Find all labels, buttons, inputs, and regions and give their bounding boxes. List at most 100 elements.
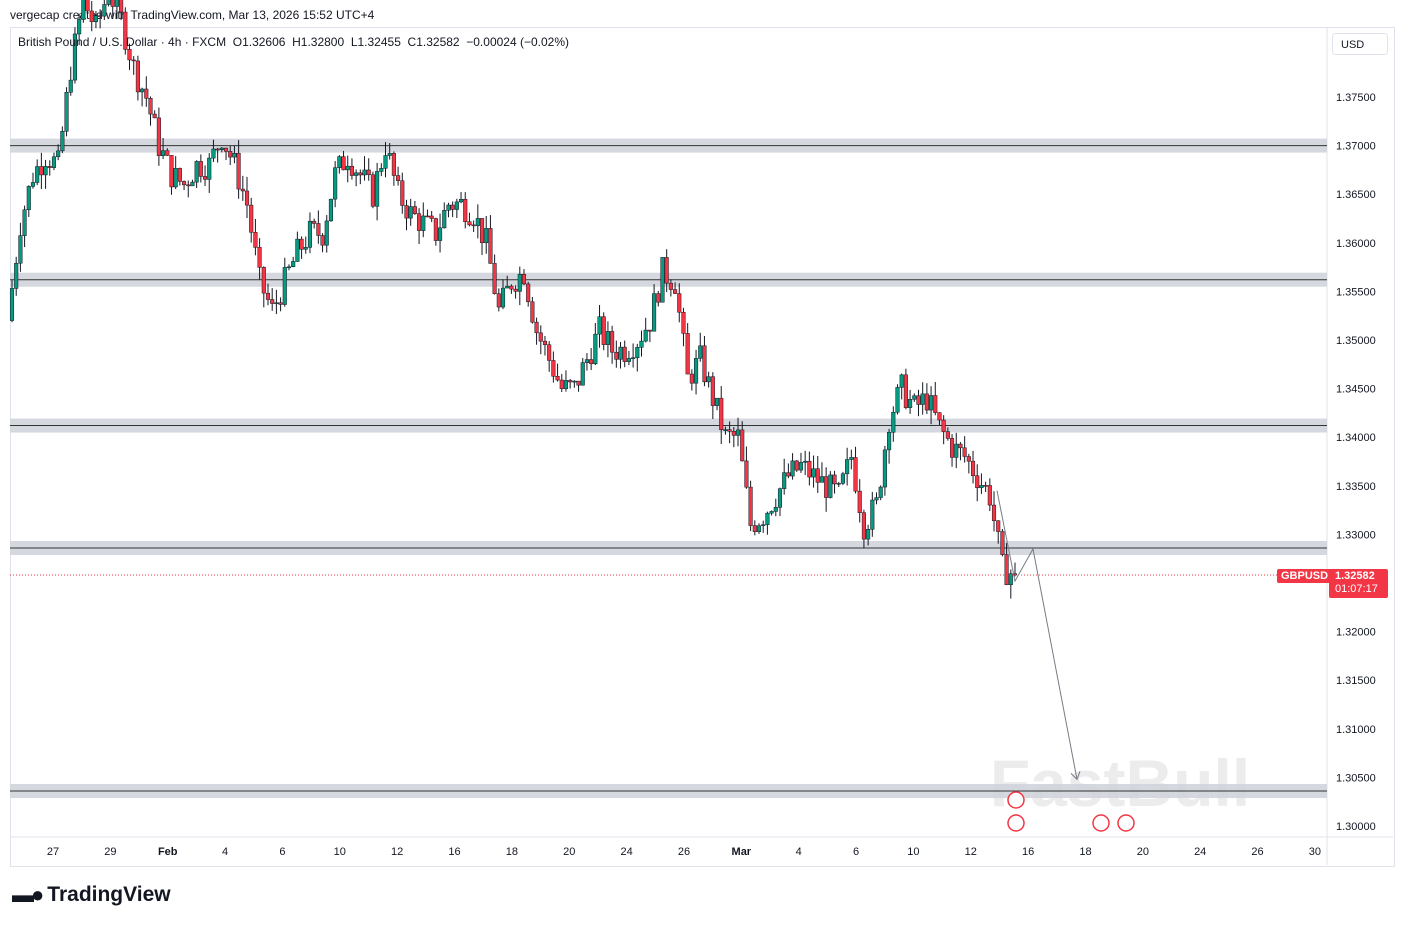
candle-body xyxy=(920,393,925,405)
candle-body xyxy=(253,232,258,248)
x-tick-label: Mar xyxy=(732,846,752,858)
y-tick-label: 1.36500 xyxy=(1336,189,1376,201)
x-tick-label: 12 xyxy=(965,846,977,858)
candle-body xyxy=(156,117,161,156)
candle-body xyxy=(144,88,149,99)
candle-body xyxy=(673,289,678,294)
economic-event-icon xyxy=(1007,791,1025,809)
candle-body xyxy=(996,520,1001,532)
chart-credit: vergecap created with TradingView.com, M… xyxy=(10,8,375,22)
tradingview-logo[interactable]: ▬● TradingView xyxy=(12,882,171,908)
ohlc-values: O1.32606 H1.32800 L1.32455 C1.32582 −0.0… xyxy=(232,35,569,49)
candle-body xyxy=(991,504,997,521)
candle-body xyxy=(223,147,229,152)
candle-body xyxy=(589,359,594,365)
candle-body xyxy=(93,15,98,23)
candle-body xyxy=(471,224,476,227)
candle-body xyxy=(853,457,858,492)
candle-body xyxy=(970,460,976,476)
x-tick-label: 10 xyxy=(907,846,919,858)
candle-body xyxy=(68,79,73,93)
candle-body xyxy=(756,525,762,532)
candle-body xyxy=(186,184,191,187)
projection-path xyxy=(996,490,1078,780)
candle-body xyxy=(773,507,778,512)
candle-body xyxy=(555,376,560,381)
candle-body xyxy=(786,472,791,477)
x-tick-label: 10 xyxy=(334,846,346,858)
x-tick-label: 26 xyxy=(1251,846,1263,858)
y-tick-label: 1.34000 xyxy=(1336,432,1376,444)
y-tick-label: 1.33500 xyxy=(1336,481,1376,493)
candle-body xyxy=(114,0,119,7)
candle-body xyxy=(979,485,984,489)
candle-body xyxy=(966,456,971,462)
candle-body xyxy=(18,235,23,264)
x-tick-label: 27 xyxy=(47,846,59,858)
economic-event-icon xyxy=(1007,814,1025,832)
candle-body xyxy=(542,340,548,345)
candle-body xyxy=(299,238,304,250)
candle-body xyxy=(748,486,753,526)
candle-body xyxy=(72,33,77,81)
candle-body xyxy=(265,292,271,300)
candle-body xyxy=(26,186,31,211)
candle-body xyxy=(706,376,711,383)
candle-body xyxy=(446,204,451,211)
x-tick-label: 30 xyxy=(1309,846,1321,858)
candle-body xyxy=(652,293,657,332)
candle-body xyxy=(102,4,107,17)
currency-selector[interactable]: USD xyxy=(1332,33,1388,55)
candle-body xyxy=(811,468,816,478)
y-tick-label: 1.37000 xyxy=(1336,141,1376,153)
candle-body xyxy=(484,228,489,244)
candle-body xyxy=(698,345,703,359)
economic-event-icon xyxy=(1092,814,1110,832)
candle-body xyxy=(945,431,950,439)
candle-body xyxy=(22,209,27,236)
candle-body xyxy=(383,155,388,169)
candle-body xyxy=(887,431,892,451)
candle-body xyxy=(429,215,434,219)
candle-body xyxy=(903,374,908,408)
y-tick-label: 1.30500 xyxy=(1336,772,1376,784)
candle-body xyxy=(735,429,741,436)
candle-body xyxy=(505,285,510,289)
symbol-name[interactable]: British Pound / U.S. Dollar · 4h · FXCM xyxy=(18,35,227,49)
candle-body xyxy=(89,10,94,23)
candle-body xyxy=(929,395,934,411)
candle-body xyxy=(639,340,644,348)
y-tick-label: 1.33000 xyxy=(1336,529,1376,541)
candle-body xyxy=(568,380,573,383)
candle-body xyxy=(421,215,426,231)
candle-body xyxy=(475,218,480,226)
candle-body xyxy=(765,512,770,525)
candle-body xyxy=(983,485,988,487)
candle-body xyxy=(479,218,485,244)
candle-body xyxy=(375,171,380,207)
candle-body xyxy=(521,274,527,285)
candle-body xyxy=(39,166,44,176)
candle-body xyxy=(56,150,61,158)
x-tick-label: 29 xyxy=(104,846,116,858)
candle-body xyxy=(400,180,405,206)
candle-body xyxy=(438,227,443,241)
candle-body xyxy=(278,302,283,305)
candle-body xyxy=(98,15,103,17)
candle-body xyxy=(207,157,212,180)
candle-body xyxy=(270,299,275,304)
y-tick-label: 1.31000 xyxy=(1336,724,1376,736)
candle-body xyxy=(626,358,631,362)
candle-body xyxy=(975,475,980,489)
candle-body xyxy=(719,397,724,430)
candle-body xyxy=(631,357,636,359)
candle-body xyxy=(861,512,866,540)
candle-body xyxy=(840,473,845,484)
candle-body xyxy=(333,167,338,200)
candle-body xyxy=(643,329,648,342)
candle-body xyxy=(341,156,346,171)
x-tick-label: 18 xyxy=(506,846,518,858)
candle-body xyxy=(152,113,157,119)
x-tick-label: 16 xyxy=(448,846,460,858)
